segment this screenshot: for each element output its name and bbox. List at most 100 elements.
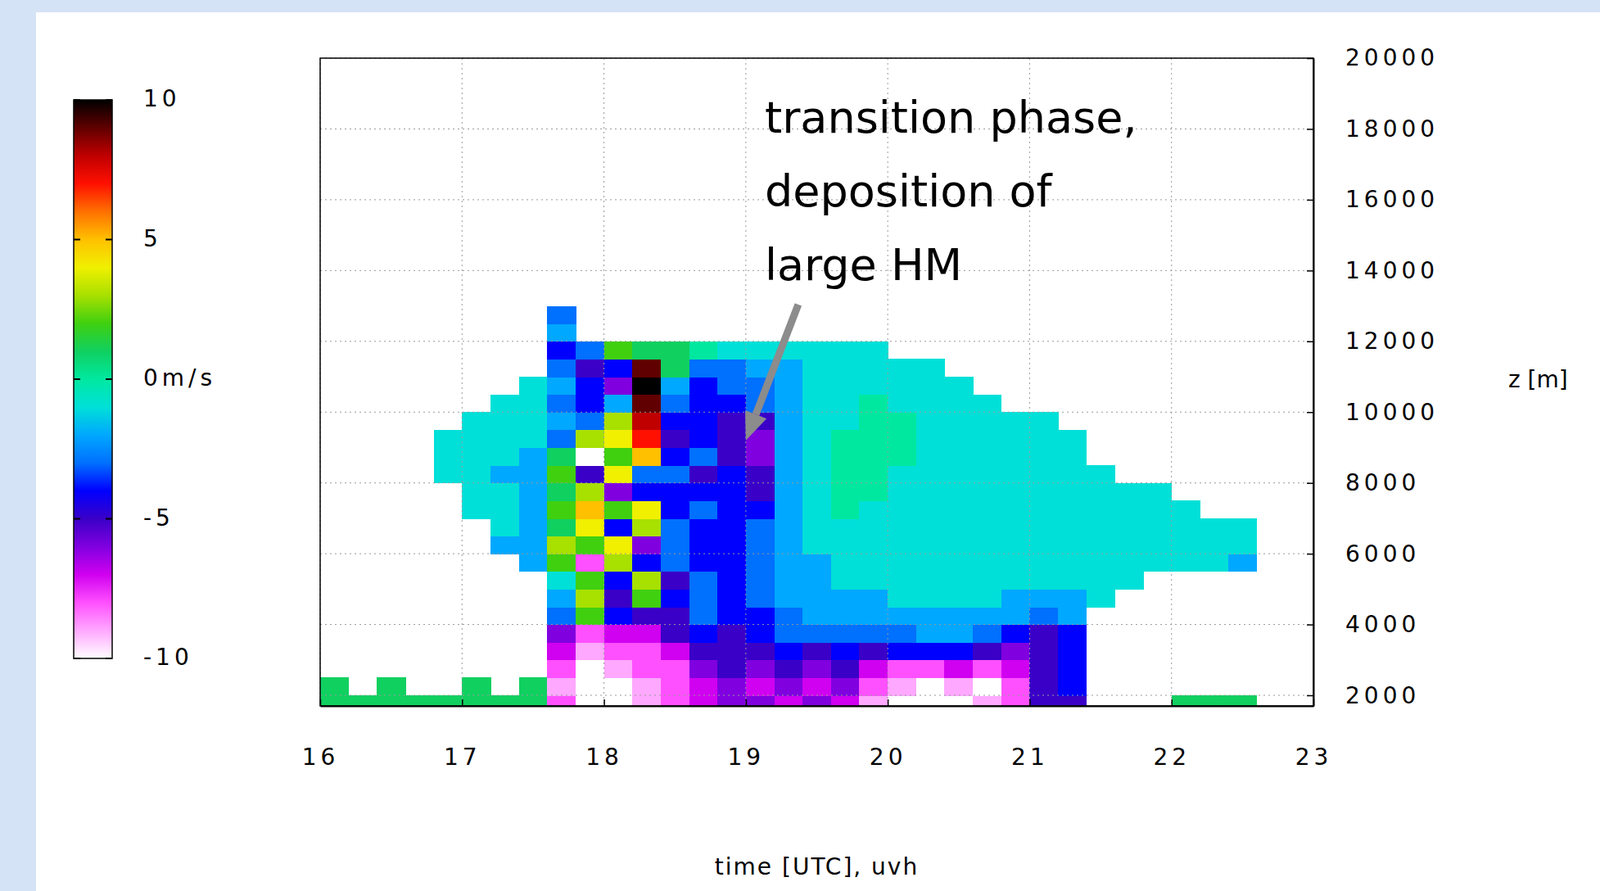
cell bbox=[490, 394, 520, 413]
y-tick-label: 20000 bbox=[1345, 44, 1439, 72]
cell bbox=[774, 659, 804, 678]
cell bbox=[774, 677, 804, 696]
cell bbox=[433, 695, 463, 706]
cell bbox=[604, 695, 633, 706]
cell bbox=[575, 358, 605, 377]
cell bbox=[689, 641, 719, 660]
cell bbox=[461, 411, 491, 430]
x-tick-label: 18 bbox=[585, 743, 624, 771]
cell bbox=[802, 553, 832, 572]
cell bbox=[1114, 553, 1144, 572]
cell bbox=[717, 677, 746, 696]
cell bbox=[916, 358, 945, 377]
cell bbox=[972, 500, 1002, 519]
cell bbox=[802, 641, 832, 660]
grid-line-x bbox=[1029, 58, 1031, 706]
cell bbox=[1029, 518, 1058, 537]
grid-line-y bbox=[320, 695, 1314, 697]
cell bbox=[887, 394, 917, 413]
cell bbox=[774, 571, 804, 590]
cell bbox=[916, 536, 945, 555]
y-tick-mark bbox=[1306, 411, 1314, 414]
cell bbox=[1057, 659, 1087, 678]
cell bbox=[575, 659, 605, 678]
cell bbox=[632, 588, 661, 607]
cell bbox=[944, 677, 973, 696]
y-tick-label: 10000 bbox=[1345, 398, 1439, 426]
cell bbox=[944, 641, 973, 660]
cell bbox=[632, 571, 661, 590]
cell bbox=[858, 411, 888, 430]
cell bbox=[972, 411, 1002, 430]
cell bbox=[802, 659, 832, 678]
cell bbox=[632, 465, 661, 484]
cell bbox=[774, 553, 804, 572]
cell bbox=[519, 394, 548, 413]
cell bbox=[944, 411, 973, 430]
cell bbox=[689, 411, 719, 430]
cell bbox=[774, 394, 804, 413]
colorbar-tick-label: -5 bbox=[143, 504, 175, 532]
colorbar-ramp bbox=[73, 99, 113, 659]
cell bbox=[745, 483, 775, 502]
cell bbox=[519, 429, 548, 448]
grid bbox=[320, 58, 1314, 706]
cell bbox=[1001, 588, 1031, 607]
cell bbox=[632, 536, 661, 555]
cell bbox=[575, 429, 605, 448]
cell bbox=[660, 376, 690, 395]
cell bbox=[858, 588, 888, 607]
cell bbox=[887, 429, 917, 448]
cell bbox=[887, 518, 917, 537]
y-tick-label: 4000 bbox=[1345, 610, 1420, 638]
cell bbox=[745, 518, 775, 537]
cell bbox=[887, 376, 917, 395]
x-tick-label: 21 bbox=[1011, 743, 1049, 771]
cell bbox=[802, 376, 832, 395]
cell bbox=[717, 588, 746, 607]
cell bbox=[717, 624, 746, 643]
cell bbox=[944, 571, 973, 590]
cell bbox=[887, 411, 917, 430]
annotation-text: transition phase, bbox=[764, 91, 1138, 144]
cell bbox=[660, 500, 690, 519]
cell bbox=[575, 553, 605, 572]
cell bbox=[660, 536, 690, 555]
cell bbox=[717, 606, 746, 625]
cell bbox=[1001, 624, 1031, 643]
cell bbox=[717, 553, 746, 572]
y-tick-label: 14000 bbox=[1345, 257, 1439, 285]
cell bbox=[660, 588, 690, 607]
cell bbox=[717, 695, 746, 706]
cell bbox=[916, 429, 945, 448]
cell bbox=[802, 429, 832, 448]
cell bbox=[916, 606, 945, 625]
cell bbox=[1001, 571, 1031, 590]
cell bbox=[972, 518, 1002, 537]
cell bbox=[1143, 483, 1172, 502]
chart-root: 1617181920212223200040006000800010000120… bbox=[0, 0, 1600, 891]
cell bbox=[660, 447, 690, 466]
cell bbox=[546, 376, 576, 395]
cell bbox=[1001, 677, 1031, 696]
cell bbox=[774, 376, 804, 395]
cell bbox=[1057, 677, 1087, 696]
cell bbox=[660, 518, 690, 537]
y-tick-mark bbox=[1306, 623, 1314, 626]
cell bbox=[1199, 695, 1229, 706]
cell bbox=[604, 588, 633, 607]
cell bbox=[546, 411, 576, 430]
cell bbox=[1001, 553, 1031, 572]
cell bbox=[461, 447, 491, 466]
cell bbox=[745, 606, 775, 625]
x-tick-mark bbox=[603, 699, 606, 706]
cell bbox=[858, 447, 888, 466]
cell bbox=[745, 447, 775, 466]
cell bbox=[575, 606, 605, 625]
y-tick-mark bbox=[1306, 482, 1314, 484]
cell bbox=[745, 571, 775, 590]
cell bbox=[1001, 465, 1031, 484]
cell bbox=[490, 483, 520, 502]
cell bbox=[802, 518, 832, 537]
cell bbox=[320, 677, 349, 696]
